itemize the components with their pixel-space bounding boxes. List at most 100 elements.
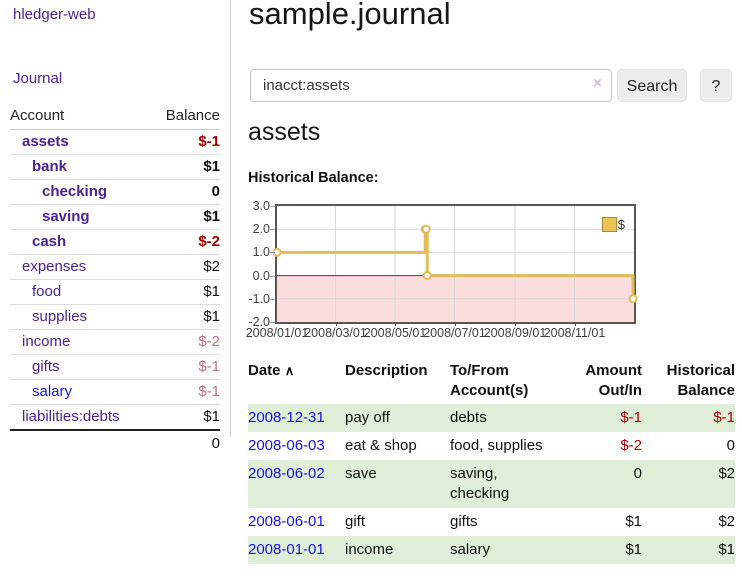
- register-date-link[interactable]: 2008-01-01: [248, 541, 325, 558]
- register-table: Date ∧ Description To/From Account(s) Am…: [248, 358, 735, 564]
- accounts-total-value: 0: [211, 435, 220, 452]
- register-accounts: saving, checking: [450, 465, 510, 502]
- x-axis-tick-label: 2008/09/01: [483, 326, 547, 340]
- column-header-date[interactable]: Date ∧: [248, 362, 295, 379]
- account-balance: 0: [211, 183, 220, 200]
- accounts-header-balance: Balance: [165, 107, 220, 124]
- account-row: income $-2: [10, 330, 220, 355]
- account-link[interactable]: food: [32, 283, 62, 300]
- register-accounts: salary: [450, 541, 491, 558]
- register-description: save: [345, 465, 377, 482]
- register-accounts: debts: [450, 409, 487, 426]
- legend-label: $: [617, 217, 625, 232]
- search-box: ×: [250, 69, 612, 102]
- account-link[interactable]: expenses: [22, 258, 87, 275]
- y-axis-tick: [270, 229, 275, 231]
- x-axis-tick: [454, 322, 456, 326]
- sidebar-divider: [230, 0, 231, 437]
- register-balance: $1: [718, 541, 735, 558]
- accounts-list: assets $-1 bank $1 checking 0 saving $1 cash $-2 e…: [10, 130, 220, 429]
- account-link[interactable]: liabilities:debts: [22, 408, 120, 425]
- register-description: income: [345, 541, 394, 558]
- accounts-header: Account Balance: [10, 103, 220, 130]
- main-content: sample.journal × Search ? assets Histori…: [246, 0, 742, 582]
- account-balance: $-2: [198, 333, 220, 350]
- account-link[interactable]: saving: [42, 208, 90, 225]
- chart-title: Historical Balance:: [248, 170, 379, 186]
- account-balance: $1: [203, 408, 220, 425]
- account-balance: $-1: [198, 133, 220, 150]
- register-date-link[interactable]: 2008-12-31: [248, 409, 325, 426]
- register-amount: $1: [625, 513, 642, 530]
- x-axis-tick: [515, 322, 516, 326]
- x-axis-tick-label: 2008/05/01: [363, 326, 427, 340]
- y-axis-tick: [270, 252, 275, 254]
- x-axis-tick: [395, 322, 397, 326]
- register-description: pay off: [345, 409, 390, 426]
- register-accounts: gifts: [450, 513, 478, 530]
- register-date-link[interactable]: 2008-06-03: [248, 437, 325, 454]
- y-axis-tick: [270, 206, 275, 207]
- register-date-link[interactable]: 2008-06-01: [248, 513, 325, 530]
- sidebar-item-journal[interactable]: Journal: [13, 70, 63, 87]
- y-axis-tick-label: 1.0: [252, 245, 270, 260]
- account-link[interactable]: salary: [32, 383, 73, 400]
- x-axis-tick-label: 2008/03/01: [304, 326, 367, 340]
- y-axis-tick: [270, 322, 275, 323]
- register-row: 2008-12-31 pay off debts $-1 $-1: [248, 404, 735, 432]
- balance-chart: $: [272, 204, 638, 324]
- account-link[interactable]: supplies: [32, 308, 88, 325]
- y-axis-tick-label: 0.0: [252, 268, 270, 283]
- register-date-link[interactable]: 2008-06-02: [248, 465, 325, 482]
- x-axis-tick-label: 2008/11/01: [543, 326, 606, 340]
- help-button[interactable]: ?: [700, 69, 732, 102]
- x-axis-tick: [574, 322, 576, 326]
- search-input[interactable]: [250, 69, 612, 102]
- register-balance: $-1: [713, 409, 735, 426]
- register-row: 2008-06-01 gift gifts $1 $2: [248, 508, 735, 536]
- account-balance: $1: [203, 283, 220, 300]
- account-row: bank $1: [10, 155, 220, 180]
- app-brand-link[interactable]: hledger-web: [13, 6, 96, 23]
- account-link[interactable]: assets: [22, 133, 69, 150]
- column-header-amount: Amount Out/In: [585, 362, 642, 399]
- register-balance: $2: [718, 513, 735, 530]
- x-axis-tick: [335, 322, 337, 326]
- account-row: food $1: [10, 280, 220, 305]
- account-balance: $-2: [198, 233, 220, 250]
- y-axis-tick-label: 3.0: [252, 199, 270, 213]
- account-link[interactable]: bank: [32, 158, 68, 175]
- account-link[interactable]: cash: [32, 233, 67, 250]
- account-link[interactable]: checking: [42, 183, 108, 200]
- register-row: 2008-06-02 save saving, checking 0 $2: [248, 460, 735, 508]
- y-axis-tick-label: -2.0: [248, 315, 270, 329]
- column-header-balance: Historical Balance: [666, 362, 735, 399]
- register-amount: $-1: [620, 409, 642, 426]
- account-row: supplies $1: [10, 305, 220, 330]
- account-row: saving $1: [10, 205, 220, 230]
- account-link[interactable]: income: [22, 333, 71, 350]
- page-title: sample.journal: [249, 0, 451, 31]
- clear-search-icon[interactable]: ×: [592, 75, 602, 92]
- register-balance: 0: [726, 437, 735, 454]
- accounts-total-row: 0: [10, 429, 220, 456]
- register-amount: $1: [625, 541, 642, 558]
- y-axis-tick: [270, 298, 275, 300]
- register-amount: 0: [633, 465, 642, 482]
- account-link[interactable]: gifts: [32, 358, 60, 375]
- y-axis-tick-label: -1.0: [248, 291, 270, 306]
- legend-swatch-icon: [601, 217, 617, 232]
- account-balance: $1: [203, 208, 220, 225]
- accounts-header-account: Account: [10, 107, 65, 124]
- register-description: gift: [345, 513, 366, 530]
- register-account-title: assets: [248, 118, 321, 146]
- account-row: cash $-2: [10, 230, 220, 255]
- account-row: assets $-1: [10, 130, 220, 155]
- account-balance: $1: [203, 308, 220, 325]
- search-button[interactable]: Search: [617, 69, 687, 102]
- account-row: gifts $-1: [10, 355, 220, 380]
- register-amount: $-2: [620, 437, 642, 454]
- y-axis-tick: [270, 275, 275, 277]
- account-row: liabilities:debts $1: [10, 405, 220, 429]
- sort-ascending-icon: ∧: [284, 363, 295, 378]
